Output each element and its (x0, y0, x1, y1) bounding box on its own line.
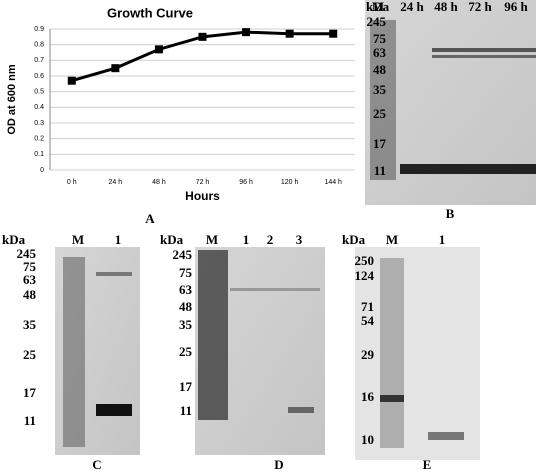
x-tick-label: 144 h (324, 179, 342, 186)
marker-label: 11 (180, 403, 192, 418)
lane-label: M (386, 232, 398, 247)
x-tick-label: 72 h (196, 179, 210, 186)
marker-label: 245 (173, 247, 193, 262)
marker-label: 35 (373, 82, 387, 97)
lane-label: M (72, 232, 84, 247)
marker-label: 11 (374, 163, 386, 178)
panel-label: E (423, 457, 432, 472)
lane-label: 24 h (400, 0, 424, 14)
marker-label: 245 (367, 14, 387, 29)
marker-label: 250 (355, 253, 375, 268)
y-tick-label: 0.8 (34, 42, 44, 49)
data-point (154, 45, 163, 54)
panel-label: D (274, 457, 283, 472)
marker-label: 48 (179, 299, 193, 314)
lane-label: 2 (267, 232, 274, 247)
marker-label: 54 (361, 313, 375, 328)
x-tick-label: 96 h (239, 179, 253, 186)
gel-bands (63, 20, 536, 448)
unit-label: kDa (2, 232, 26, 247)
marker-label: 48 (23, 287, 37, 302)
y-tick-label: 0.6 (34, 73, 44, 80)
marker-label: 71 (361, 299, 374, 314)
marker-label: 75 (23, 259, 37, 274)
gel-backgrounds (55, 0, 536, 460)
marker-label: 245 (17, 246, 37, 261)
lane-label: M (372, 0, 384, 14)
marker-label: 11 (24, 413, 36, 428)
marker-label: 25 (179, 344, 193, 359)
x-tick-label: 24 h (109, 179, 123, 186)
panel-label: B (446, 206, 455, 221)
unit-label: kDa (342, 232, 366, 247)
lane-label: 1 (115, 232, 122, 247)
marker-label: 17 (179, 379, 193, 394)
marker-label: 48 (373, 62, 387, 77)
marker-label: 63 (23, 272, 37, 287)
marker-label: 17 (373, 136, 387, 151)
data-point (198, 32, 207, 41)
panel-label: A (145, 211, 155, 226)
y-tick-label: 0.1 (34, 151, 44, 158)
data-point (111, 64, 120, 73)
data-point (285, 29, 294, 38)
data-point (242, 28, 251, 37)
y-tick-label: 0.4 (34, 104, 44, 111)
marker-label: 25 (23, 347, 37, 362)
unit-label: kDa (366, 0, 390, 14)
data-point (67, 76, 76, 85)
panel-label: C (92, 457, 101, 472)
marker-label: 16 (361, 389, 375, 404)
x-tick-label: 0 h (67, 179, 77, 186)
y-tick-label: 0.2 (34, 136, 44, 143)
marker-label: 25 (373, 106, 387, 121)
marker-label: 17 (23, 385, 37, 400)
lane-label: 96 h (504, 0, 528, 14)
y-axis-label: OD at 600 nm (6, 64, 18, 135)
y-tick-label: 0.7 (34, 57, 44, 64)
marker-label: 124 (355, 268, 375, 283)
unit-label: kDa (160, 232, 184, 247)
lane-label: 1 (439, 232, 446, 247)
marker-label: 75 (179, 265, 193, 280)
data-point (329, 29, 338, 38)
chart-title: Growth Curve (107, 5, 193, 20)
x-axis-label: Hours (185, 189, 220, 203)
x-tick-label: 48 h (152, 179, 166, 186)
lane-label: 1 (243, 232, 250, 247)
lane-label: 72 h (468, 0, 492, 14)
y-tick-label: 0.5 (34, 89, 44, 96)
marker-label: 29 (361, 347, 375, 362)
marker-label: 63 (179, 282, 193, 297)
x-tick-label: 120 h (281, 179, 299, 186)
marker-label: 63 (373, 45, 387, 60)
y-tick-label: 0.9 (34, 26, 44, 33)
y-tick-label: 0.3 (34, 120, 44, 127)
lane-label: 3 (296, 232, 303, 247)
lane-label: M (206, 232, 218, 247)
marker-label: 35 (179, 317, 193, 332)
marker-label: 75 (373, 31, 387, 46)
marker-label: 10 (361, 432, 374, 447)
y-tick-label: 0 (40, 167, 44, 174)
marker-label: 35 (23, 317, 37, 332)
lane-label: 48 h (434, 0, 458, 14)
